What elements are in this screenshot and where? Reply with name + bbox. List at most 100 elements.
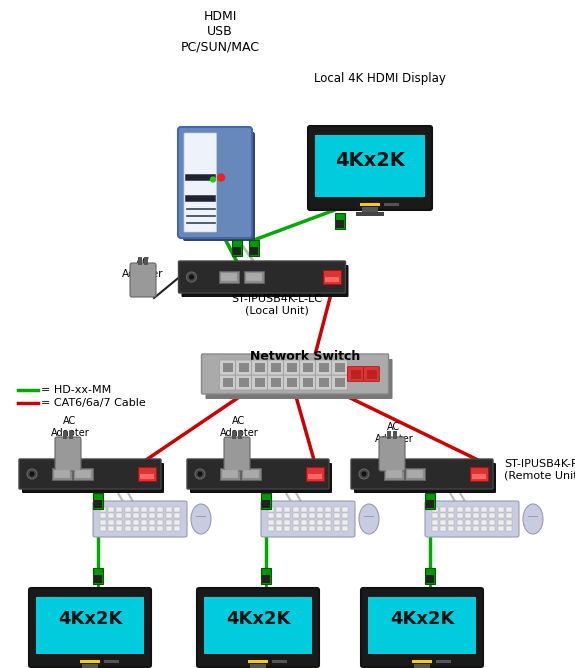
Bar — [306, 467, 324, 481]
Bar — [63, 431, 67, 439]
Bar — [166, 513, 171, 518]
Bar — [362, 207, 378, 213]
Bar — [301, 506, 307, 512]
Bar — [285, 506, 290, 512]
Bar — [166, 520, 171, 524]
Bar — [342, 513, 348, 518]
Bar — [473, 526, 479, 531]
Bar — [293, 526, 298, 531]
Bar — [239, 378, 248, 387]
Bar — [315, 135, 425, 197]
Bar — [276, 513, 282, 518]
Bar — [334, 520, 340, 524]
Bar — [302, 378, 312, 387]
Bar — [232, 431, 236, 439]
Text: 4Kx2K: 4Kx2K — [58, 611, 122, 629]
Text: AC
Adapter: AC Adapter — [375, 422, 413, 444]
FancyBboxPatch shape — [130, 263, 156, 297]
Bar — [196, 516, 206, 517]
Bar — [356, 212, 384, 216]
Bar — [473, 520, 479, 524]
Circle shape — [217, 174, 224, 181]
Bar — [276, 520, 282, 524]
FancyBboxPatch shape — [283, 375, 300, 390]
Text: 4Kx2K: 4Kx2K — [226, 611, 290, 629]
Bar — [262, 575, 270, 583]
FancyBboxPatch shape — [187, 459, 329, 489]
Bar — [100, 506, 106, 512]
Bar — [432, 506, 438, 512]
Bar — [440, 513, 446, 518]
Bar — [465, 520, 471, 524]
Bar — [360, 203, 380, 206]
Bar — [387, 431, 391, 439]
Bar — [448, 526, 454, 531]
Bar — [323, 270, 340, 284]
Bar — [342, 526, 348, 531]
Circle shape — [195, 469, 205, 479]
Bar — [319, 363, 328, 372]
Bar — [457, 513, 463, 518]
Bar — [448, 520, 454, 524]
Bar — [426, 575, 434, 583]
Bar — [141, 520, 147, 524]
Bar — [472, 474, 486, 479]
Bar — [489, 526, 496, 531]
Bar — [506, 513, 512, 518]
Bar — [489, 520, 496, 524]
FancyBboxPatch shape — [379, 437, 405, 471]
Bar — [342, 520, 348, 524]
Bar — [425, 493, 435, 509]
Bar — [100, 513, 106, 518]
Bar — [174, 506, 180, 512]
Text: Local 4K HDMI Display: Local 4K HDMI Display — [314, 72, 446, 85]
Text: AC
Adapter: AC Adapter — [122, 257, 164, 279]
Bar — [285, 526, 290, 531]
Bar — [233, 247, 241, 255]
Bar — [158, 520, 163, 524]
Bar — [243, 470, 259, 478]
Bar — [325, 506, 331, 512]
Bar — [276, 506, 282, 512]
Bar — [246, 273, 262, 281]
Bar — [116, 520, 122, 524]
Bar — [249, 240, 259, 256]
Bar — [133, 506, 139, 512]
Bar — [489, 506, 496, 512]
Bar — [219, 271, 239, 283]
Bar — [405, 468, 425, 480]
Bar — [166, 526, 171, 531]
Bar — [528, 516, 538, 517]
Bar — [308, 474, 322, 479]
Bar — [506, 520, 512, 524]
FancyBboxPatch shape — [300, 375, 316, 390]
Bar — [116, 506, 122, 512]
FancyBboxPatch shape — [182, 265, 348, 297]
Circle shape — [189, 275, 194, 279]
FancyBboxPatch shape — [29, 588, 151, 667]
Ellipse shape — [523, 504, 543, 534]
Bar — [425, 568, 435, 584]
Bar — [250, 664, 266, 668]
Bar — [204, 597, 312, 654]
Bar — [481, 506, 487, 512]
FancyBboxPatch shape — [55, 437, 81, 471]
Bar — [174, 526, 180, 531]
Circle shape — [359, 469, 369, 479]
FancyBboxPatch shape — [236, 360, 251, 375]
Text: 4Kx2K: 4Kx2K — [390, 611, 454, 629]
FancyBboxPatch shape — [332, 375, 347, 390]
Bar — [69, 431, 73, 439]
Bar — [52, 468, 72, 480]
FancyBboxPatch shape — [19, 459, 161, 489]
FancyBboxPatch shape — [354, 463, 496, 493]
FancyBboxPatch shape — [220, 360, 236, 375]
Bar — [158, 506, 163, 512]
Text: AC
Adapter: AC Adapter — [220, 416, 258, 438]
Bar — [368, 597, 476, 654]
Bar — [497, 513, 504, 518]
Bar — [448, 513, 454, 518]
FancyBboxPatch shape — [184, 133, 217, 232]
Bar — [75, 470, 91, 478]
Bar — [239, 363, 248, 372]
